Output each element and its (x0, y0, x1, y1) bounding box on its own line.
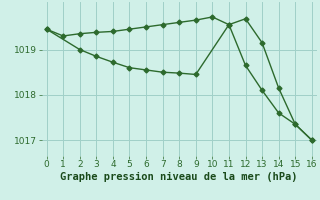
X-axis label: Graphe pression niveau de la mer (hPa): Graphe pression niveau de la mer (hPa) (60, 172, 298, 182)
